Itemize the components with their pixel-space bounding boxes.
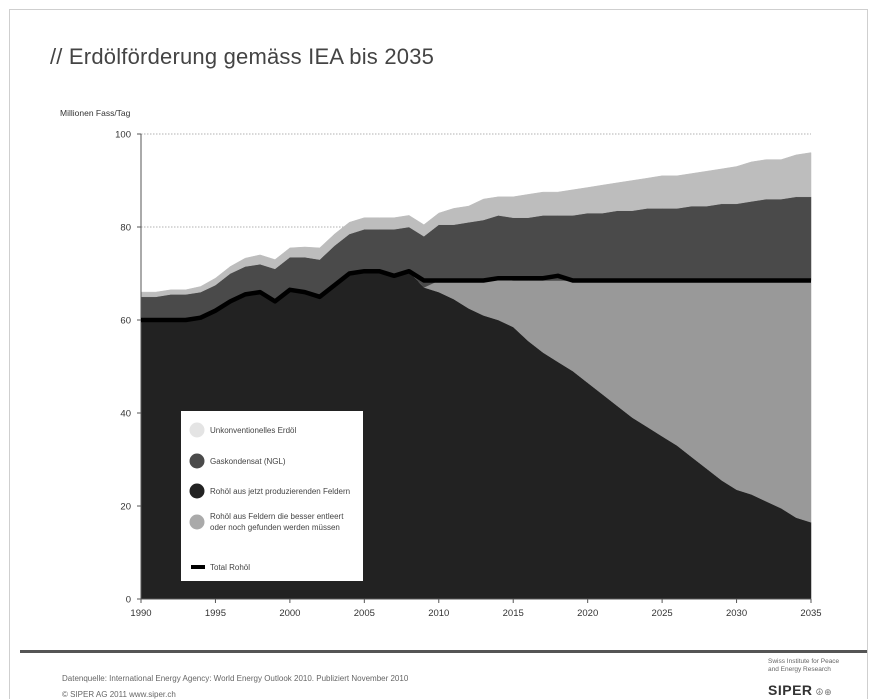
x-tick-label-1990: 1990 [130,608,151,619]
y-tick-label-20: 20 [120,502,131,513]
siper-logo-text: SIPER [768,682,813,698]
x-tick-label-2030: 2030 [726,608,747,619]
legend-box [181,411,363,581]
y-axis-ticks: 0 20 40 60 80 100 [115,130,141,606]
total-rohoel-line [141,268,811,323]
organization-name: Swiss Institute for Peace and Energy Res… [768,658,848,674]
x-tick-label-1995: 1995 [205,608,226,619]
x-tick-label-2035: 2035 [800,608,821,619]
legend-swatch-5 [191,565,205,569]
y-tick-label-80: 80 [120,223,131,234]
y-tick-label-40: 40 [120,409,131,420]
y-tick-label-0: 0 [126,595,131,606]
area-series-4 [140,152,812,298]
x-axis-ticks: 1990 1995 2000 2005 2010 2015 2020 2025 2030 2035 [130,599,822,619]
axes [140,134,811,600]
legend-swatch-2 [189,453,205,469]
peace-globe-icon: ☮⊕ [815,687,833,697]
area-chart: Millionen Fass/Tag 1990 1995 2000 2005 2010 2… [60,108,822,619]
legend-swatch-1 [189,422,205,438]
legend-label-3: Rohöl aus jetzt produzierenden Feldern [210,487,350,496]
chart-card: // Erdölförderung gemäss IEA bis 2035 Mi… [10,10,867,699]
x-tick-label-2020: 2020 [577,608,598,619]
y-tick-label-60: 60 [120,316,131,327]
copyright-note: © SIPER AG 2011 www.siper.ch [62,690,176,699]
organization-name-line2: and Energy Research [768,666,831,673]
data-source-note: Datenquelle: International Energy Agency… [62,674,409,683]
legend: Unkonventionelles Erdöl Gaskondensat (NGL… [181,411,363,581]
chart-title: // Erdölförderung gemäss IEA bis 2035 [50,44,435,69]
legend-label-2: Gaskondensat (NGL) [210,457,286,466]
x-tick-label-2015: 2015 [503,608,524,619]
x-tick-label-2000: 2000 [279,608,300,619]
legend-label-4: Rohöl aus Feldern die besser entleert [210,512,344,521]
legend-label-5: Total Rohöl [210,563,250,572]
legend-swatch-4 [189,514,205,530]
x-tick-label-2005: 2005 [354,608,375,619]
x-tick-label-2010: 2010 [428,608,449,619]
x-tick-label-2025: 2025 [652,608,673,619]
legend-swatch-3 [189,483,205,499]
legend-label-1: Unkonventionelles Erdöl [210,426,296,435]
legend-label-4-line2: oder noch gefunden werden müssen [210,523,340,532]
footer-divider [20,650,867,653]
y-tick-label-100: 100 [115,130,131,141]
siper-logo: SIPER ☮⊕ [768,682,832,698]
total-line-series [141,268,811,323]
y-axis-label: Millionen Fass/Tag [60,108,131,118]
organization-name-line1: Swiss Institute for Peace [768,658,840,665]
